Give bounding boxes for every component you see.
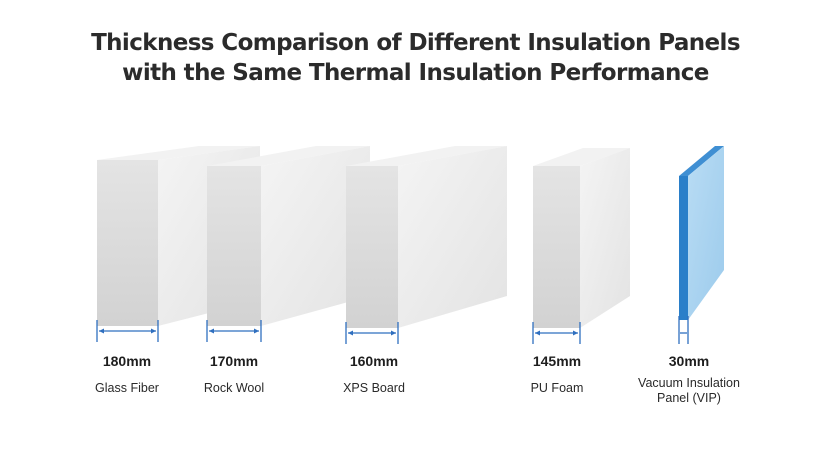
thickness-label-vip: 30mm (668, 353, 710, 369)
panel-vip-top (679, 146, 724, 176)
dimension-marker-glass-fiber (96, 320, 159, 342)
thickness-label-xps-board: 160mm (349, 353, 399, 369)
panel-vip-front (679, 176, 688, 320)
thickness-label-rock-wool: 170mm (209, 353, 259, 369)
panel-xps-board-top (346, 146, 507, 166)
name-label-vip: Vacuum Insulation Panel (VIP) (624, 376, 754, 406)
panel-pu-foam-side (580, 148, 630, 328)
panel-pu-foam-top (533, 148, 630, 166)
dimension-marker-pu-foam (532, 322, 581, 344)
name-label-xps-board: XPS Board (343, 381, 405, 395)
panel-rock-wool-front (207, 166, 261, 326)
panel-glass-fiber-front (97, 160, 158, 326)
panel-rock-wool-side (261, 146, 370, 326)
panel-xps-board-front (346, 166, 398, 328)
thickness-label-pu-foam: 145mm (532, 353, 582, 369)
dimension-marker-vip (678, 316, 689, 344)
name-label-vip-line-1: Vacuum Insulation (638, 376, 740, 390)
panel-pu-foam-front (533, 166, 580, 328)
name-label-rock-wool: Rock Wool (203, 381, 265, 395)
dimension-marker-xps-board (345, 322, 399, 344)
diagram-title-line-2: with the Same Thermal Insulation Perform… (122, 60, 709, 86)
thickness-label-glass-fiber: 180mm (102, 353, 152, 369)
panel-xps-board-side (398, 146, 507, 328)
name-label-vip-line-2: Panel (VIP) (657, 391, 721, 405)
diagram-title-line-1: Thickness Comparison of Different Insula… (91, 30, 740, 56)
panel-vip-side (688, 146, 724, 320)
name-label-pu-foam: PU Foam (530, 381, 584, 395)
name-label-glass-fiber: Glass Fiber (95, 381, 159, 395)
panel-pu-foam (533, 148, 630, 328)
panel-rock-wool-top (207, 146, 370, 166)
panel-glass-fiber-top (97, 146, 260, 160)
dimension-marker-rock-wool (206, 320, 262, 342)
panel-rock-wool (207, 146, 370, 326)
panel-xps-board (346, 146, 507, 328)
panel-vip (679, 146, 724, 320)
